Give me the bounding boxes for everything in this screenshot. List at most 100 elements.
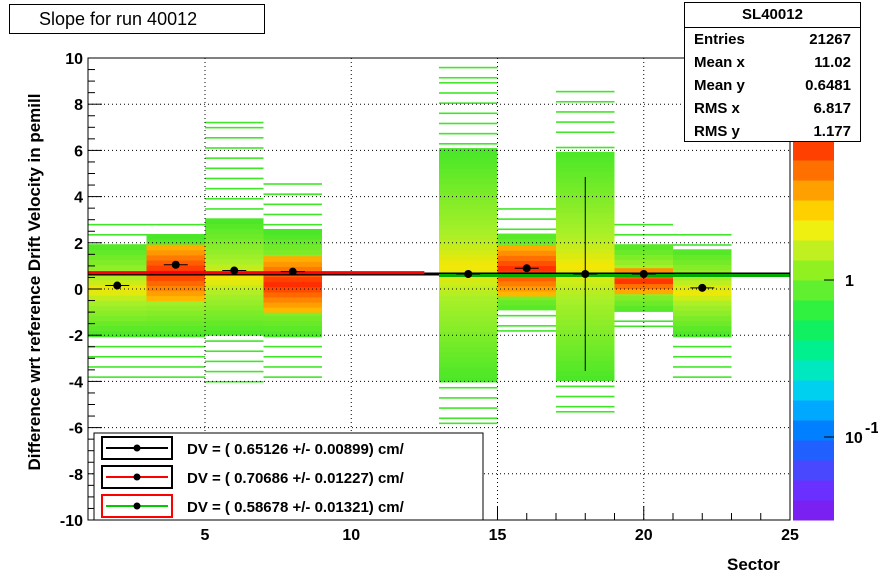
heat-bin	[439, 244, 498, 251]
heat-bin	[263, 223, 322, 226]
heat-bin	[88, 355, 147, 358]
heat-bin	[205, 289, 264, 296]
heat-bin-hot	[146, 280, 205, 286]
heat-bin	[673, 254, 732, 261]
heat-bin	[146, 223, 205, 226]
heat-bin	[88, 289, 147, 296]
heat-bin	[439, 203, 498, 210]
palette-band	[793, 320, 834, 341]
heat-bin-hot	[263, 301, 322, 308]
heat-bin	[146, 345, 205, 348]
heat-bin	[88, 300, 147, 306]
heat-bin	[205, 223, 264, 230]
heat-bin	[556, 151, 615, 158]
heat-bin	[497, 330, 556, 332]
heat-bin	[146, 335, 205, 338]
heat-bin	[88, 264, 147, 271]
heat-bin	[88, 315, 147, 322]
heat-bin	[439, 219, 498, 225]
heat-bin	[263, 345, 322, 348]
legend-entry-label: DV = ( 0.65126 +/- 0.00899) cm/	[187, 441, 405, 458]
heat-bin	[439, 153, 498, 159]
stats-value: 0.6481	[805, 77, 851, 94]
heat-bin	[439, 254, 498, 261]
y-tick-label: 10	[65, 51, 83, 68]
heat-bin	[673, 295, 732, 301]
heat-bin-hot	[497, 280, 556, 287]
heat-bin	[439, 280, 498, 286]
heat-bin	[439, 376, 498, 383]
legend-marker-point	[133, 473, 141, 481]
heat-bin	[205, 137, 264, 139]
heat-bin	[673, 310, 732, 316]
heat-bin	[146, 355, 205, 358]
stats-row-mean-y: Mean y 0.6481	[685, 74, 860, 97]
heat-bin	[205, 208, 264, 210]
heat-bin	[205, 121, 264, 124]
heat-bin	[673, 244, 732, 246]
heat-bin	[439, 366, 498, 373]
x-tick-label: 20	[635, 527, 653, 544]
heat-bin	[88, 376, 147, 378]
heat-bin	[205, 238, 264, 245]
heat-bin	[673, 234, 732, 236]
y-tick-label: -4	[69, 374, 83, 391]
heat-bin-hot	[263, 291, 322, 298]
x-tick-label: 25	[781, 527, 799, 544]
legend-marker-box	[101, 494, 173, 518]
plot-title: Slope for run 40012	[9, 4, 265, 34]
heat-bin-hot	[497, 250, 556, 256]
heat-bin	[673, 315, 732, 322]
heat-bin	[205, 340, 264, 342]
heat-bin	[88, 330, 147, 337]
heat-bin	[439, 315, 498, 322]
stats-row-rms-y: RMS y 1.177	[685, 120, 860, 143]
heat-bin-hot	[263, 261, 322, 267]
heat-bin	[556, 410, 615, 413]
data-point	[698, 283, 707, 292]
palette-band	[793, 200, 834, 221]
palette-band	[793, 340, 834, 361]
heat-bin	[205, 330, 264, 336]
heat-bin	[205, 126, 264, 129]
data-point	[639, 269, 648, 278]
heat-bin	[263, 234, 322, 240]
heat-bin	[88, 254, 147, 261]
palette-band	[793, 240, 834, 261]
stats-key: Entries	[694, 31, 745, 48]
heat-bin	[673, 269, 732, 276]
stats-value: 11.02	[814, 54, 851, 71]
heat-bin	[205, 228, 264, 235]
heat-bin	[88, 335, 147, 338]
heat-bin	[556, 405, 615, 408]
heat-bin	[439, 122, 498, 125]
heat-bin	[439, 320, 498, 327]
heat-bin	[497, 314, 556, 317]
heat-bin	[205, 370, 264, 373]
heat-bin	[497, 325, 556, 327]
heat-bin	[497, 233, 556, 240]
heat-bin	[497, 299, 556, 306]
heat-bin	[439, 300, 498, 307]
stats-value: 6.817	[813, 100, 851, 117]
heat-bin	[439, 234, 498, 241]
heat-bin	[439, 407, 498, 409]
y-tick-label: -2	[69, 328, 83, 345]
heat-bin-hot	[497, 260, 556, 267]
heat-bin	[439, 178, 498, 185]
legend-marker-point	[133, 502, 141, 510]
heat-bin	[205, 218, 264, 224]
heat-bin	[673, 330, 732, 337]
y-tick-label: -6	[69, 421, 83, 438]
heat-bin	[614, 310, 673, 312]
stats-key: Mean x	[694, 54, 745, 71]
heat-bin	[439, 143, 498, 145]
heat-bin	[263, 366, 322, 368]
heat-bin	[497, 208, 556, 210]
heat-bin	[439, 336, 498, 342]
heat-bin	[88, 310, 147, 316]
heat-bin	[614, 320, 673, 323]
heat-bin	[205, 279, 264, 285]
heat-bin	[439, 224, 498, 231]
heat-bin	[556, 111, 615, 113]
